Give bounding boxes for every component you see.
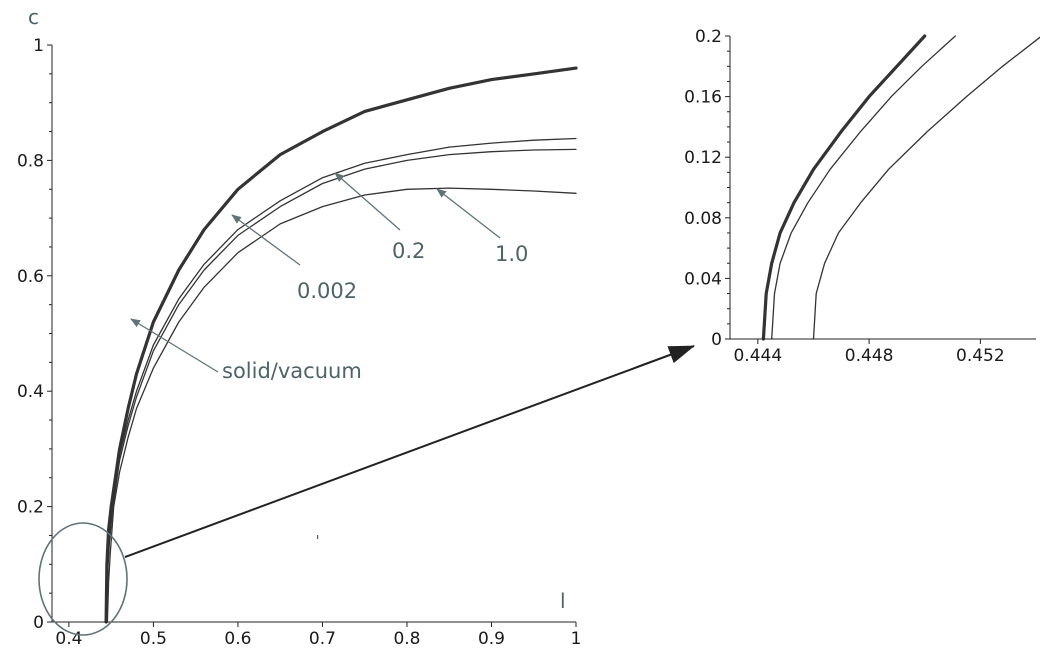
annotation-arrow-0-002 [231,214,301,266]
annotation-arrow-1-0 [436,188,501,239]
0-x-tick-label: 0.9 [478,629,505,649]
0-y-tick-label: 1 [33,36,44,56]
1-y-tick-label: 0.04 [684,269,722,289]
1-series-3 [812,36,1040,340]
annotations: solid/vacuum 0.002 0.2 1.0 [130,172,528,383]
main-y-axis-label: c [28,5,39,29]
inset-chart: 0.444 0.448 0.452 0 0.04 0.08 0.12 0.16 0.2 [684,27,1040,366]
0-series-1-0 [106,187,577,623]
1-series-2 [771,35,956,340]
zoom-region-ellipse [38,522,128,636]
1-series-1 [761,34,927,341]
main-chart: 0.4 0.5 0.6 0.7 0.8 0.9 100.20.40.60.81 c l so… [17,5,695,649]
0-series-0-002 [105,137,577,623]
0-y-tick-label: 0.6 [17,267,44,287]
annotation-label-0-002: 0.002 [297,279,357,303]
annotation-label-solid-vacuum: solid/vacuum [222,359,362,383]
main-x-axis-label: l [560,589,566,613]
1-x-tick-label: 0.452 [956,346,1005,366]
0-series-0-2 [105,148,577,623]
0-x-tick-label: 0.7 [309,629,336,649]
stray-mark [317,535,319,539]
zoom-pointer-arrow [124,345,695,558]
0-x-tick-label: 1 [571,629,582,649]
inset-curves [761,34,1040,341]
0-y-tick-label: 0.2 [17,498,44,518]
1-y-tick-label: 0.12 [684,148,722,168]
annotation-label-1-0: 1.0 [495,242,528,266]
0-y-tick-label: 0.8 [17,151,44,171]
main-curves [104,66,578,624]
0-x-tick-label: 0.6 [224,629,251,649]
1-y-tick-label: 0.2 [695,27,722,47]
annotation-label-0-2: 0.2 [392,239,425,263]
0-series-solid-vacuum [104,66,578,624]
0-x-tick-label: 0.5 [140,629,167,649]
annotation-arrow-solid-vacuum [130,318,219,373]
0-y-tick-label: 0.4 [17,382,44,402]
inset-ticks: 0.444 0.448 0.452 0 0.04 0.08 0.12 0.16 0.2 [684,27,1005,366]
annotation-arrow-0-2 [334,172,401,231]
main-ticks: 0.4 0.5 0.6 0.7 0.8 0.9 100.20.40.60.81 [17,36,581,649]
1-y-tick-label: 0 [711,330,722,350]
1-x-tick-label: 0.448 [845,346,894,366]
0-y-tick-label: 0 [33,613,44,633]
1-y-tick-label: 0.08 [684,209,722,229]
1-x-tick-label: 0.444 [733,346,782,366]
1-y-tick-label: 0.16 [684,88,722,108]
0-x-tick-label: 0.8 [393,629,420,649]
